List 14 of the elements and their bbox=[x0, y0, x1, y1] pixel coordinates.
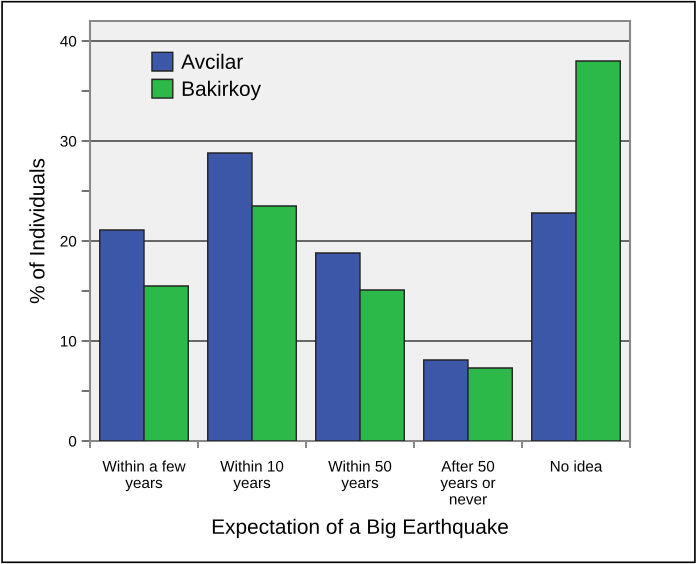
y-tick-label: 30 bbox=[60, 136, 76, 147]
y-tick-label: 10 bbox=[60, 336, 76, 347]
x-tick-label: After 50 years or never bbox=[440, 460, 496, 505]
y-tick-label: 0 bbox=[68, 436, 76, 447]
y-tick-label: 40 bbox=[60, 36, 76, 47]
legend-label: Avcilar bbox=[181, 54, 243, 70]
x-tick-label: Within a few years bbox=[102, 460, 186, 492]
x-tick-label: Within 50 years bbox=[328, 460, 392, 492]
y-tick-label: 20 bbox=[60, 236, 76, 247]
x-tick-label: No idea bbox=[550, 460, 602, 472]
y-axis-title: % of Individuals bbox=[29, 158, 45, 304]
x-tick-label: Within 10 years bbox=[220, 460, 284, 492]
legend-label: Bakirkoy bbox=[182, 80, 261, 100]
x-axis-title: Expectation of a Big Earthquake bbox=[212, 518, 508, 538]
